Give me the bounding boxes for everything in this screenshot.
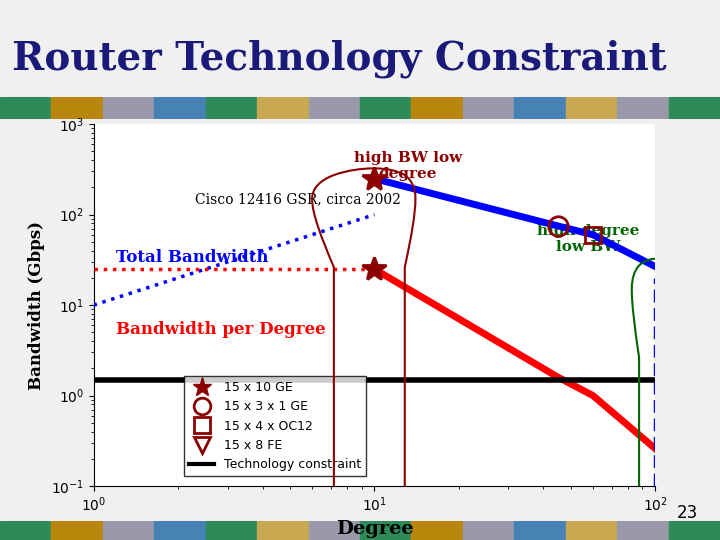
Bar [360, 97, 411, 119]
Bar [103, 97, 154, 119]
Bar [0, 97, 51, 119]
Bar [463, 97, 514, 119]
Bar [51, 97, 103, 119]
Bar [0, 521, 51, 540]
Bar [514, 97, 566, 119]
Bar [206, 97, 257, 119]
Bar [514, 521, 566, 540]
X-axis label: Degree: Degree [336, 520, 413, 538]
Bar [257, 97, 309, 119]
Bar [257, 521, 309, 540]
Bar [411, 521, 463, 540]
Bar [154, 97, 206, 119]
Text: high degree
low BW: high degree low BW [536, 224, 639, 254]
Bar [103, 521, 154, 540]
Bar [360, 521, 411, 540]
Bar [51, 521, 103, 540]
Text: Bandwidth per Degree: Bandwidth per Degree [116, 321, 325, 338]
Bar [617, 97, 669, 119]
Bar [309, 97, 360, 119]
Bar [309, 521, 360, 540]
Bar [566, 97, 617, 119]
Text: high BW low
degree: high BW low degree [354, 151, 462, 181]
Text: Router Technology Constraint: Router Technology Constraint [12, 39, 667, 78]
Legend: 15 x 10 GE, 15 x 3 x 1 GE, 15 x 4 x OC12, 15 x 8 FE, Technology constraint: 15 x 10 GE, 15 x 3 x 1 GE, 15 x 4 x OC12… [184, 376, 366, 476]
Bar [154, 521, 206, 540]
Text: Cisco 12416 GSR, circa 2002: Cisco 12416 GSR, circa 2002 [194, 193, 400, 207]
Bar [669, 97, 720, 119]
Text: 23: 23 [677, 504, 698, 522]
Text: Total Bandwidth: Total Bandwidth [116, 249, 269, 266]
Bar [566, 521, 617, 540]
Bar [206, 521, 257, 540]
Bar [411, 97, 463, 119]
Bar [669, 521, 720, 540]
Y-axis label: Bandwidth (Gbps): Bandwidth (Gbps) [28, 221, 45, 389]
Bar [617, 521, 669, 540]
Bar [463, 521, 514, 540]
